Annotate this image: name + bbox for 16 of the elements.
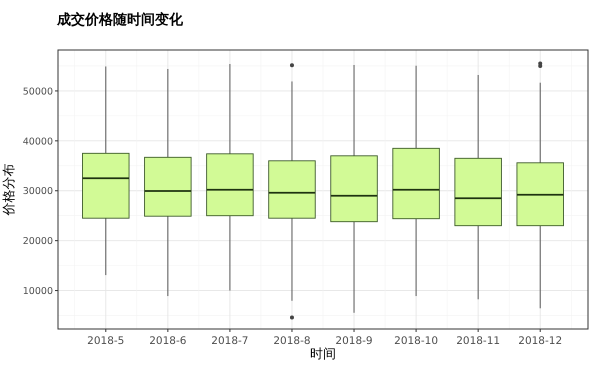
x-tick-label: 2018-9 [335, 335, 373, 347]
x-tick-label: 2018-10 [394, 335, 438, 347]
chart-title: 成交价格随时间变化 [56, 11, 184, 28]
x-tick-label: 2018-12 [518, 335, 562, 347]
y-tick-label: 30000 [22, 186, 53, 198]
y-axis-title: 价格分布 [2, 164, 17, 216]
x-axis-title: 时间 [310, 347, 336, 362]
x-tick-label: 2018-11 [456, 335, 500, 347]
y-tick-label: 20000 [22, 236, 53, 248]
x-tick-label: 2018-7 [211, 335, 249, 347]
y-tick-label: 10000 [22, 286, 53, 298]
x-tick-label: 2018-5 [87, 335, 124, 347]
y-tick-label: 40000 [22, 136, 53, 148]
x-tick-label: 2018-8 [273, 335, 311, 347]
y-tick-label: 50000 [22, 86, 53, 98]
x-tick-label: 2018-6 [149, 335, 187, 347]
